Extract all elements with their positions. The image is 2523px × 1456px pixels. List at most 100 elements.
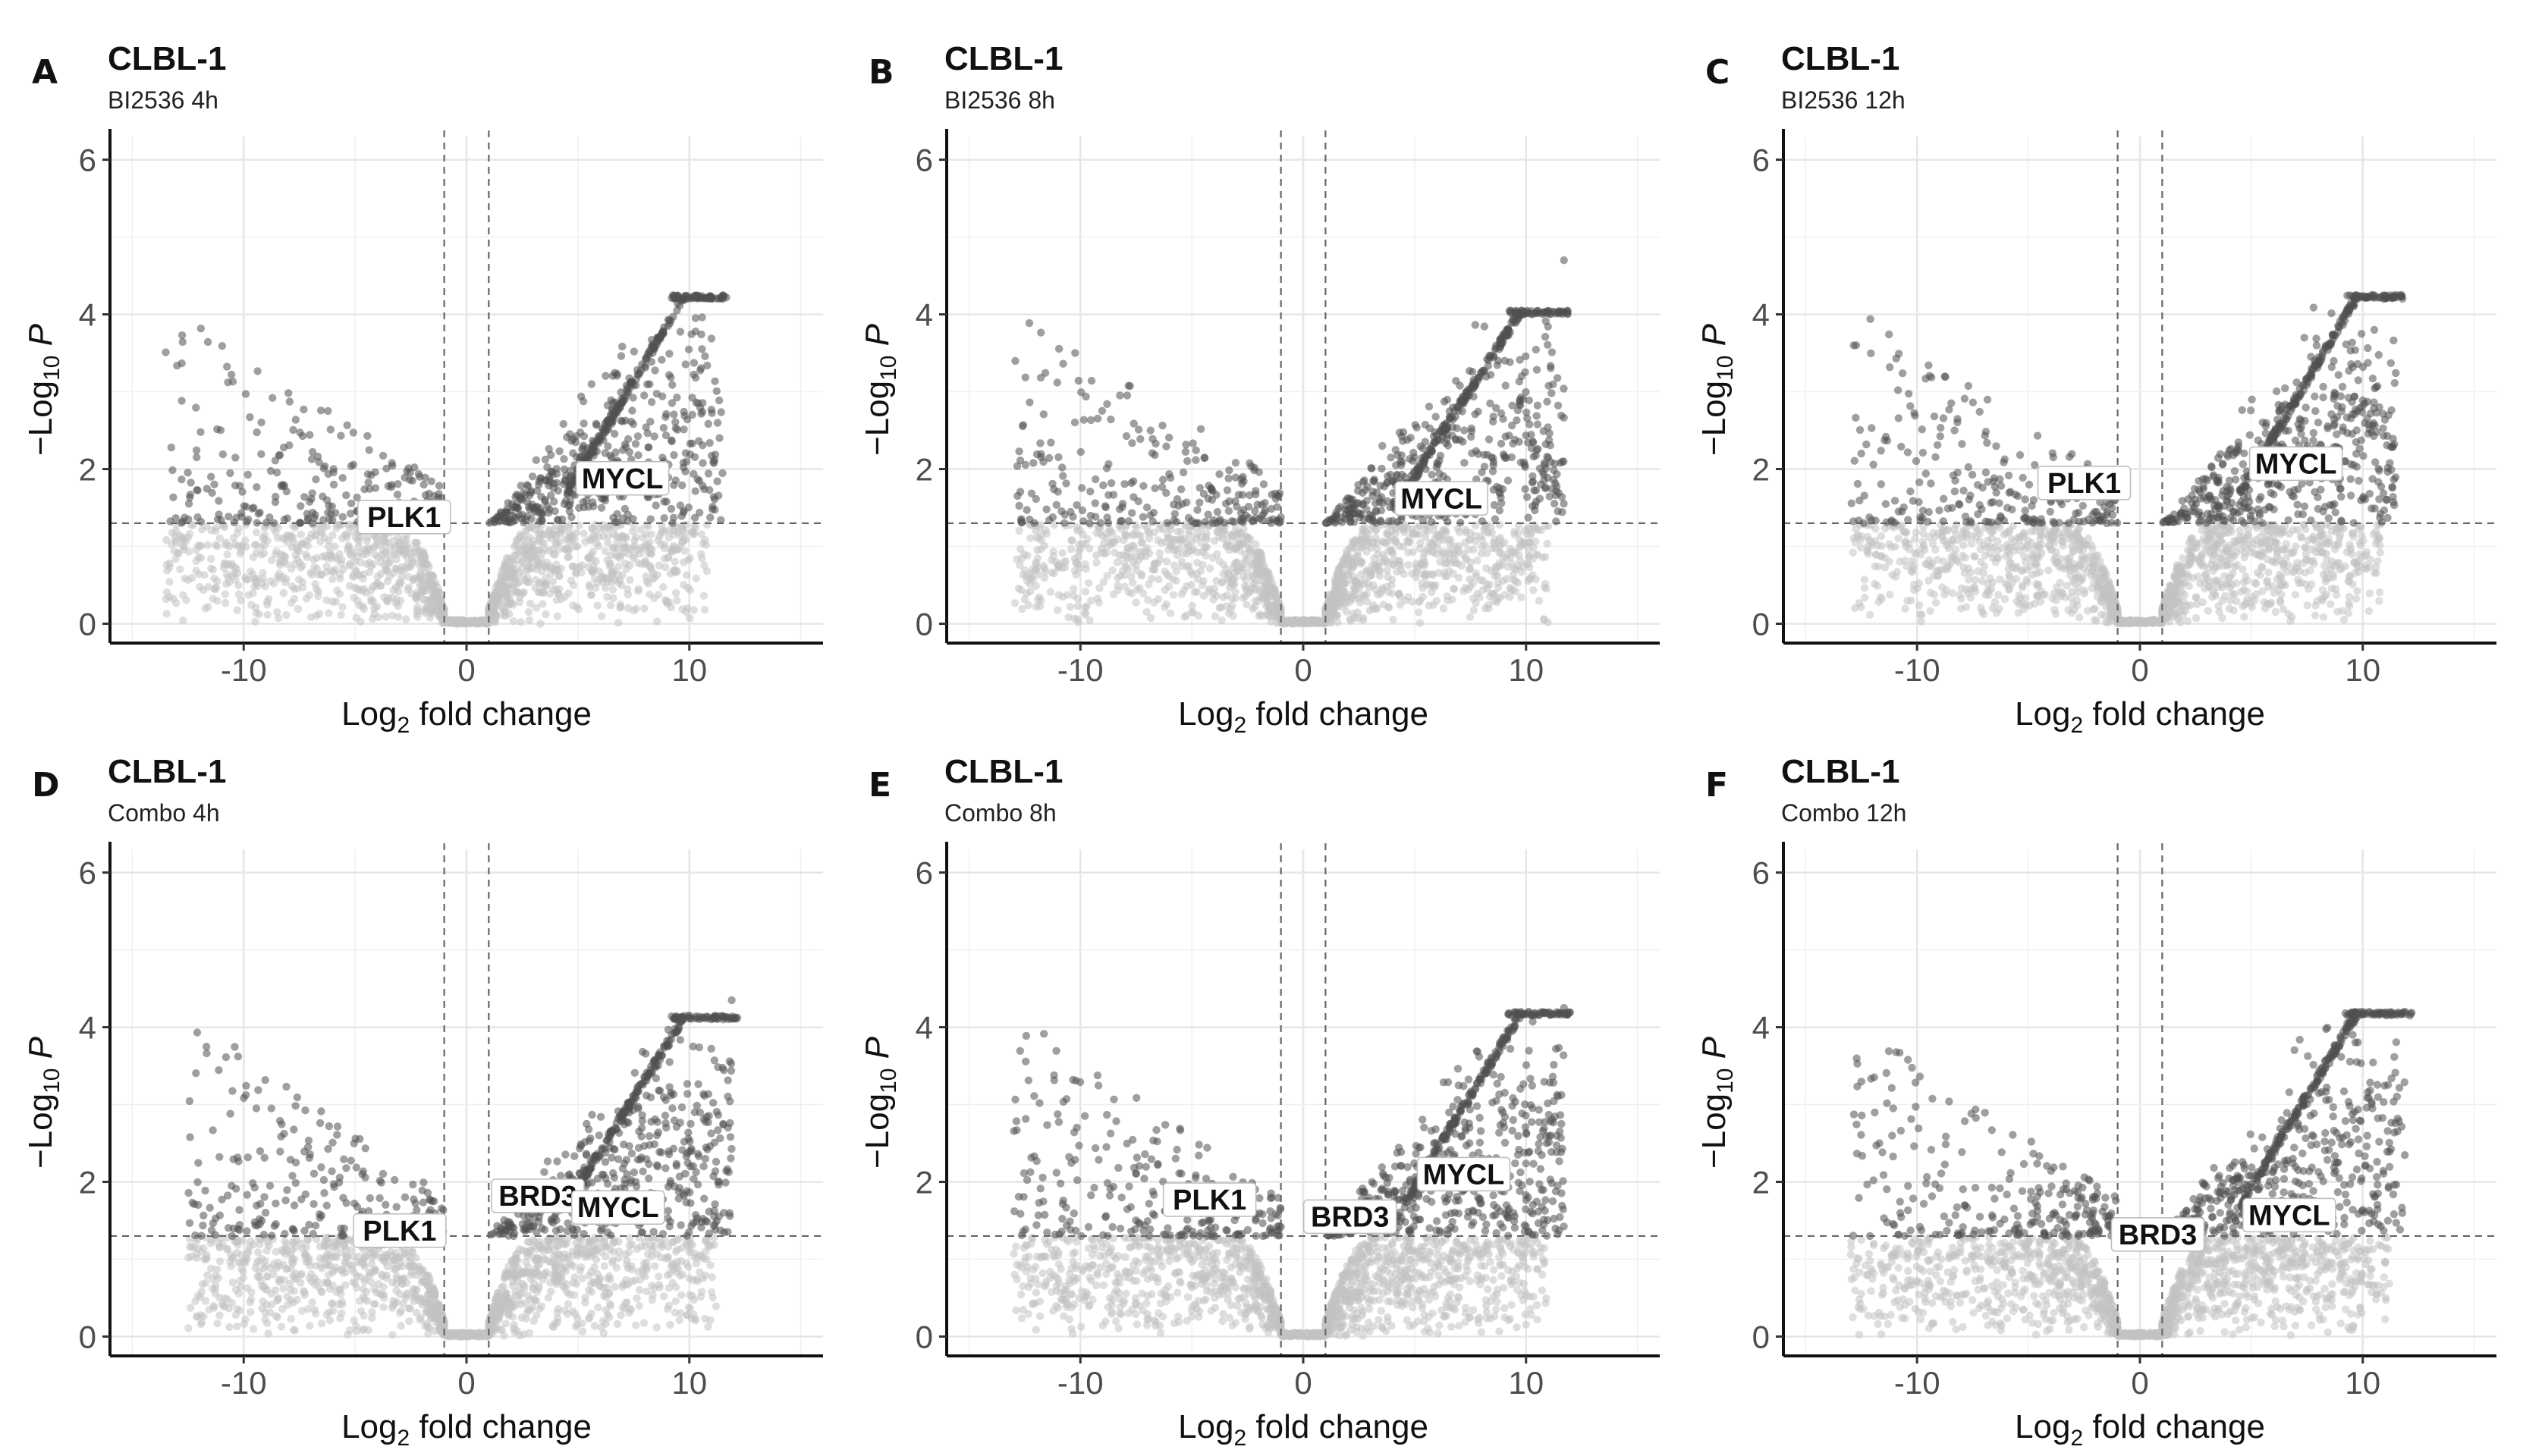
nonsignificant-point xyxy=(1037,530,1046,538)
significant-point xyxy=(1354,481,1362,489)
nonsignificant-point xyxy=(423,578,432,587)
significant-point xyxy=(670,410,678,419)
nonsignificant-point xyxy=(267,556,276,564)
significant-point xyxy=(1474,407,1482,416)
nonsignificant-point xyxy=(276,558,284,567)
significant-point xyxy=(601,428,610,437)
significant-point xyxy=(331,509,340,517)
nonsignificant-point xyxy=(221,559,229,567)
significant-point xyxy=(1076,447,1085,457)
nonsignificant-point xyxy=(1138,538,1146,548)
nonsignificant-point xyxy=(1223,538,1231,547)
nonsignificant-point xyxy=(1415,597,1425,605)
nonsignificant-point xyxy=(1275,601,1284,610)
significant-point xyxy=(1016,488,1025,496)
nonsignificant-point xyxy=(338,603,347,611)
significant-point xyxy=(1538,309,1547,318)
nonsignificant-point xyxy=(586,583,594,592)
nonsignificant-point xyxy=(678,538,687,547)
nonsignificant-point xyxy=(251,617,259,626)
significant-point xyxy=(627,417,636,426)
significant-point xyxy=(1199,490,1208,498)
nonsignificant-point xyxy=(1346,544,1355,553)
significant-point xyxy=(597,504,606,512)
nonsignificant-point xyxy=(525,533,534,541)
nonsignificant-point xyxy=(1113,558,1122,566)
nonsignificant-point xyxy=(540,539,548,548)
significant-point xyxy=(1554,309,1563,318)
significant-point xyxy=(178,337,187,347)
nonsignificant-point xyxy=(1360,522,1368,532)
significant-point xyxy=(646,417,655,426)
nonsignificant-point xyxy=(493,592,501,601)
significant-point xyxy=(394,480,402,488)
significant-point xyxy=(673,306,681,315)
nonsignificant-point xyxy=(1357,543,1366,552)
significant-point xyxy=(1261,506,1270,515)
significant-point xyxy=(1378,464,1386,473)
significant-point xyxy=(1474,450,1482,458)
nonsignificant-point xyxy=(253,574,262,583)
nonsignificant-point xyxy=(1036,520,1045,529)
significant-point xyxy=(709,457,718,466)
x-tick-label: -10 xyxy=(221,652,267,688)
significant-point xyxy=(617,352,626,360)
significant-point xyxy=(1485,435,1494,444)
significant-point xyxy=(1551,479,1560,488)
nonsignificant-point xyxy=(1133,524,1141,532)
significant-point xyxy=(567,437,576,445)
significant-point xyxy=(1412,423,1421,431)
nonsignificant-point xyxy=(1122,563,1130,572)
significant-point xyxy=(178,517,187,526)
nonsignificant-point xyxy=(592,579,602,587)
y-tick-label: 6 xyxy=(916,143,933,178)
significant-point xyxy=(1021,373,1029,381)
nonsignificant-point xyxy=(1210,584,1218,593)
significant-point xyxy=(296,428,304,437)
significant-point xyxy=(1460,459,1469,467)
nonsignificant-point xyxy=(1445,566,1453,575)
significant-point xyxy=(421,491,430,500)
y-tick-label: 6 xyxy=(79,143,96,178)
gene-label-box xyxy=(575,461,670,496)
significant-point xyxy=(1553,470,1561,479)
nonsignificant-point xyxy=(402,615,410,623)
nonsignificant-point xyxy=(338,520,346,529)
significant-point xyxy=(1062,479,1070,488)
significant-point xyxy=(1277,513,1285,522)
significant-point xyxy=(1060,519,1069,527)
significant-point xyxy=(642,353,650,362)
nonsignificant-point xyxy=(701,536,709,544)
nonsignificant-point xyxy=(317,570,325,579)
significant-point xyxy=(579,397,588,406)
nonsignificant-point xyxy=(363,544,372,552)
nonsignificant-point xyxy=(1469,606,1478,614)
nonsignificant-point xyxy=(509,617,517,626)
panel-b: B CLBL-1 BI2536 8h -10 0 10 0 2 4 6 Log2 fold chan… xyxy=(859,23,1694,738)
nonsignificant-point xyxy=(537,588,546,596)
nonsignificant-point xyxy=(498,604,507,613)
nonsignificant-point xyxy=(2303,601,2311,610)
nonsignificant-point xyxy=(644,549,653,557)
nonsignificant-point xyxy=(1202,543,1211,551)
nonsignificant-point xyxy=(1192,588,1202,596)
nonsignificant-point xyxy=(1218,616,1226,625)
y-tick-label: 4 xyxy=(79,297,96,333)
nonsignificant-point xyxy=(1459,587,1468,595)
significant-point xyxy=(300,405,308,414)
significant-point xyxy=(718,295,727,303)
significant-point xyxy=(1448,431,1456,440)
nonsignificant-point xyxy=(1544,522,1553,531)
nonsignificant-point xyxy=(1323,603,1332,611)
nonsignificant-point xyxy=(413,603,422,611)
significant-point xyxy=(382,464,391,472)
nonsignificant-point xyxy=(1193,558,1202,567)
significant-point xyxy=(269,394,277,402)
significant-point xyxy=(1497,409,1506,418)
significant-point xyxy=(1148,435,1157,443)
nonsignificant-point xyxy=(1464,545,1472,554)
nonsignificant-point xyxy=(168,529,177,537)
nonsignificant-point xyxy=(1234,529,1243,537)
significant-point xyxy=(673,425,682,434)
nonsignificant-point xyxy=(1251,602,1259,611)
